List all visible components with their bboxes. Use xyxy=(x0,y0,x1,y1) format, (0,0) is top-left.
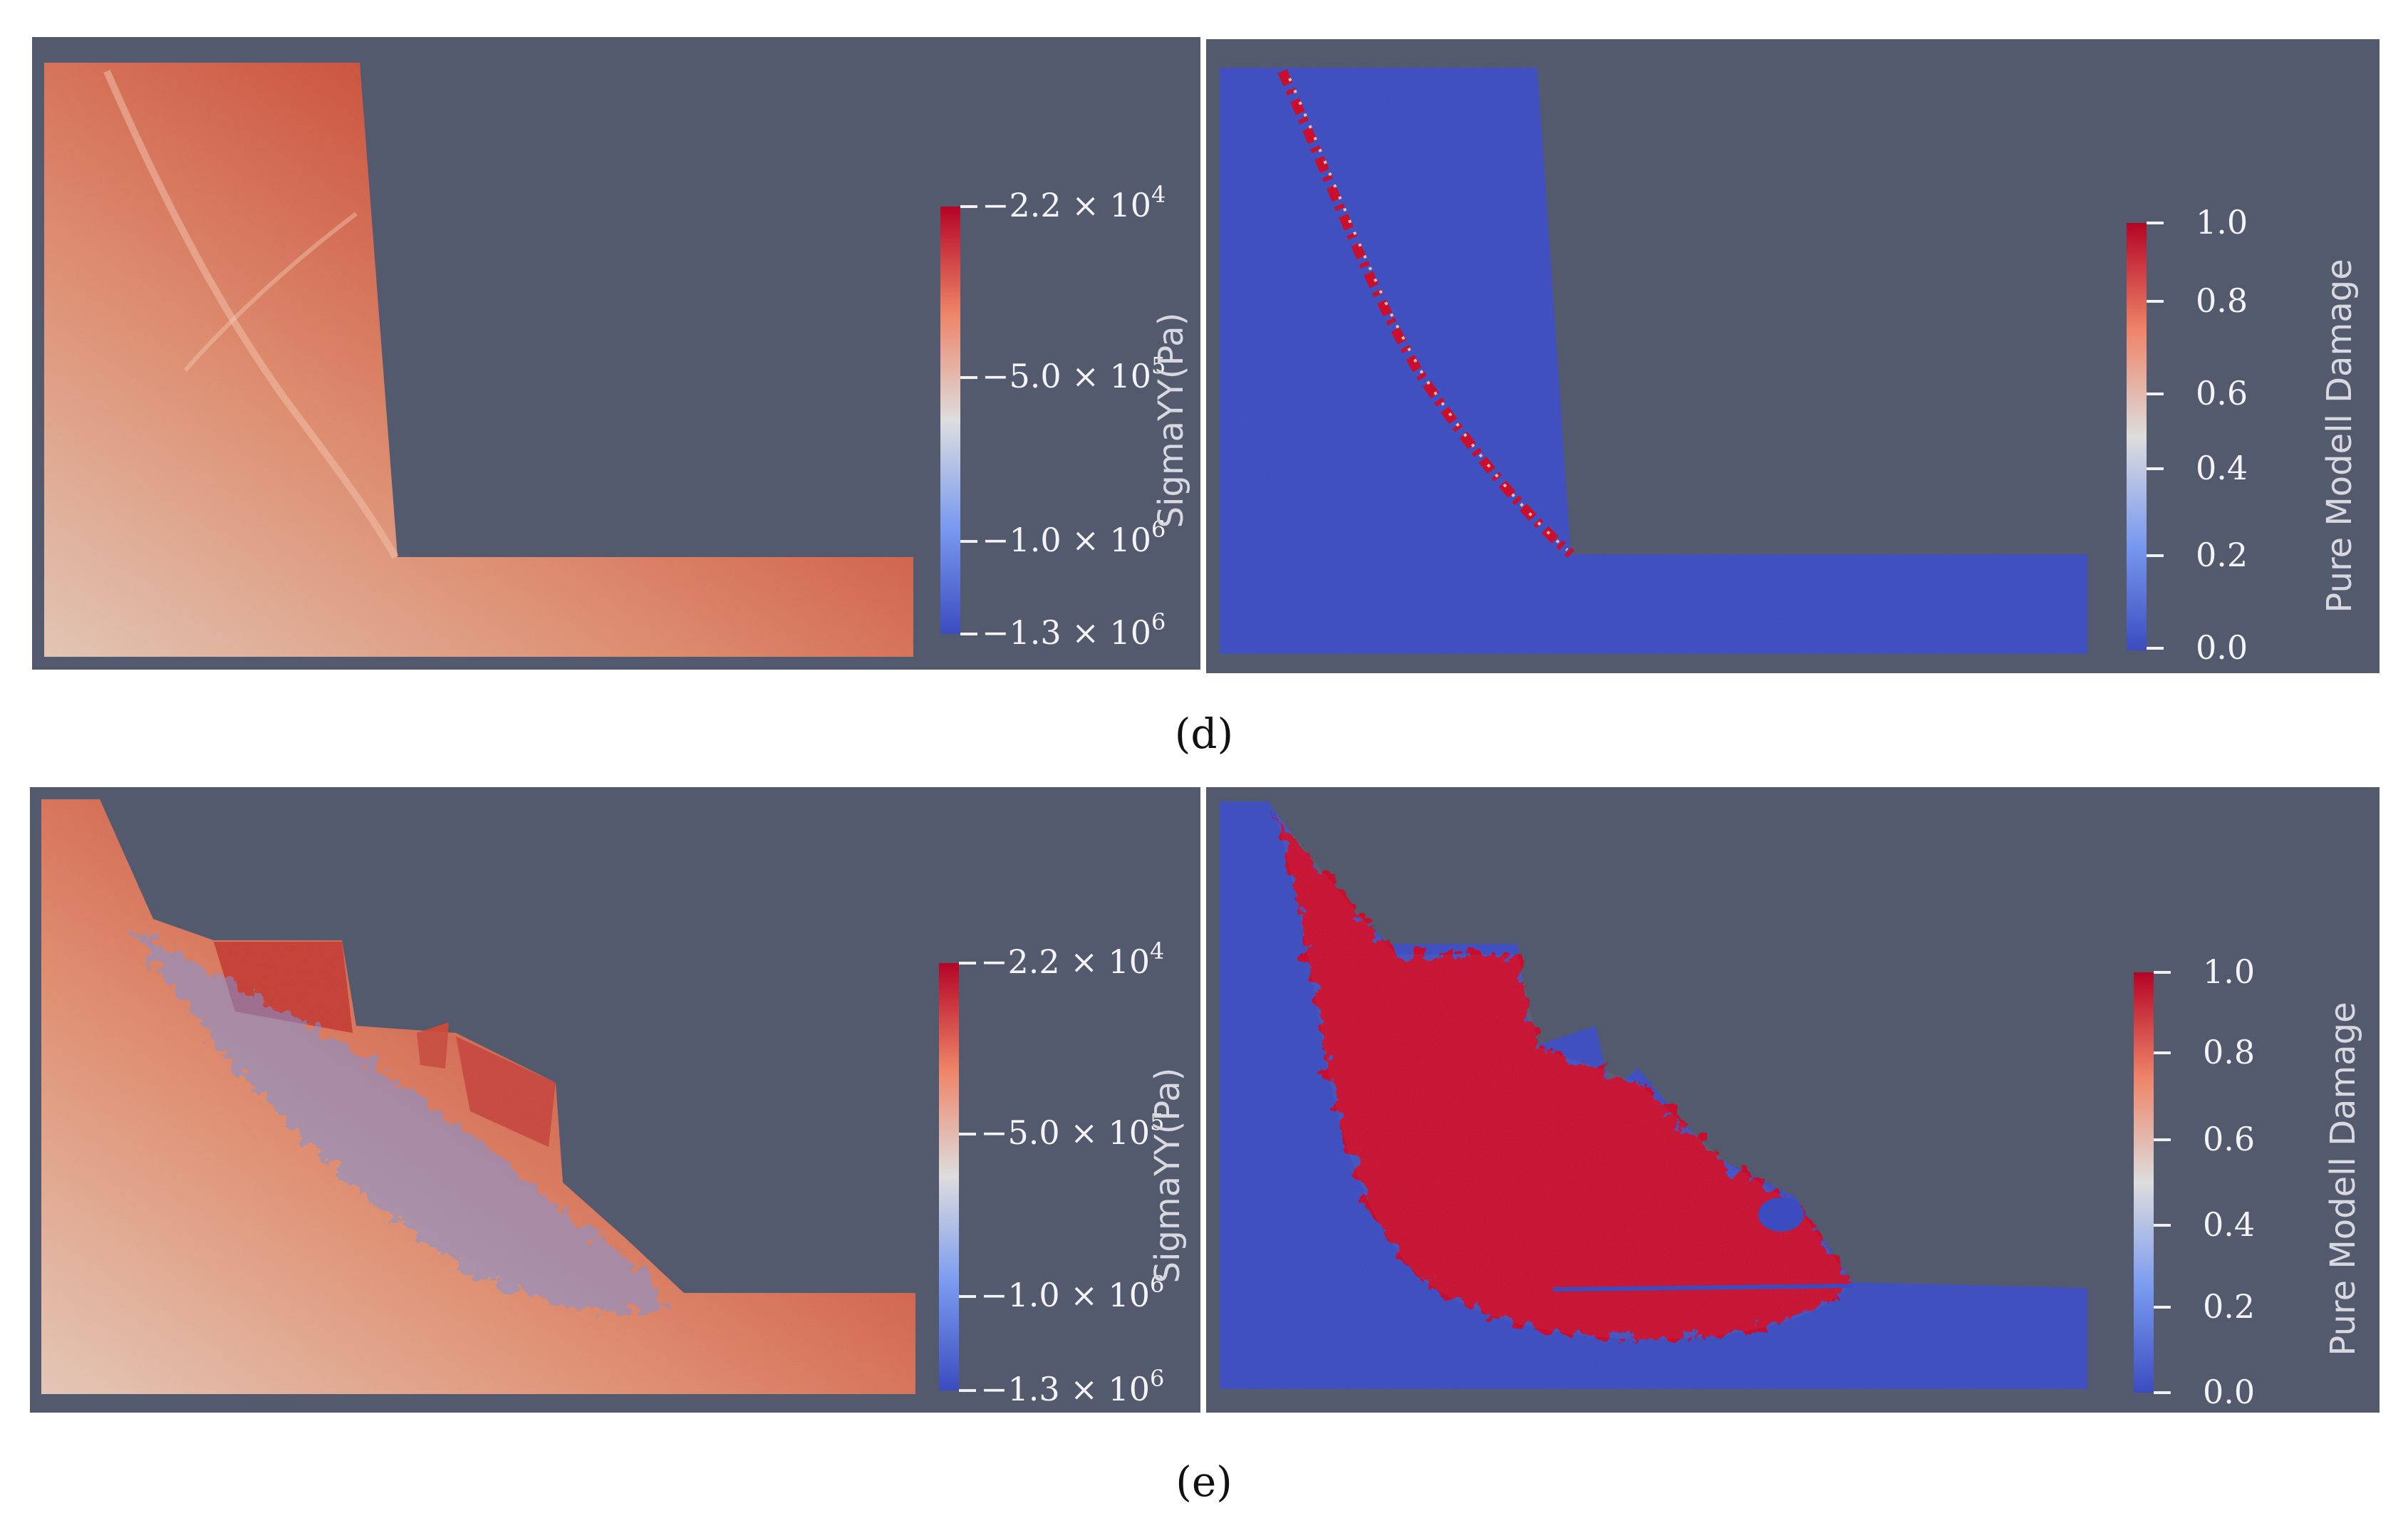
tick-label: −2.2 × 104 xyxy=(980,937,1164,981)
colorbar xyxy=(2127,223,2147,650)
colorbar xyxy=(940,207,960,634)
tick-label: −1.3 × 106 xyxy=(980,1365,1164,1408)
tick-label: 0.0 xyxy=(2196,628,2248,667)
colorbar-ticks: 1.0 0.8 0.6 0.4 0.2 0.0 xyxy=(2154,952,2255,1411)
colorbar-ticks: 1.0 0.8 0.6 0.4 0.2 0.0 xyxy=(2147,203,2248,667)
damage-view-d: 1.0 0.8 0.6 0.4 0.2 0.0 Pure Modell Dama… xyxy=(1206,39,2380,673)
colorbar-ticks: −2.2 × 104 −5.0 × 105 −1.0 × 106 −1.3 × … xyxy=(960,181,1166,652)
panel-label-d: (d) xyxy=(1175,710,1233,758)
tick-label: 1.0 xyxy=(2203,952,2255,991)
colorbar-title: Pure Modell Damage xyxy=(2323,1002,2363,1356)
tick-label: 0.8 xyxy=(2196,281,2248,320)
colorbar-title: Pure Modell Damage xyxy=(2320,259,2360,613)
damage-band xyxy=(1277,69,1574,558)
tick-label: 0.6 xyxy=(2203,1120,2255,1158)
tick-label: −1.0 × 106 xyxy=(980,1271,1164,1314)
colorbar xyxy=(2134,972,2154,1393)
tick-label: −2.2 × 104 xyxy=(982,181,1166,224)
colorbar-title: SigmaYY(Pa) xyxy=(1148,1068,1188,1284)
tick-label: 0.4 xyxy=(2196,449,2248,487)
colorbar xyxy=(939,963,959,1391)
secondary-band xyxy=(183,212,358,372)
tick-label: −5.0 × 105 xyxy=(980,1108,1164,1152)
colorbar-title: SigmaYY(Pa) xyxy=(1151,313,1191,529)
tick-label: 0.4 xyxy=(2203,1205,2255,1244)
tick-label: 0.2 xyxy=(2196,536,2248,574)
intact-pocket xyxy=(1758,1197,1804,1232)
intact-seam xyxy=(1552,1284,1853,1292)
fragmented-zone xyxy=(128,926,670,1312)
tick-label: 0.0 xyxy=(2203,1373,2255,1411)
tick-label: 1.0 xyxy=(2196,203,2248,241)
damage-band-highlight xyxy=(1288,78,1569,551)
stress-view-e: −2.2 × 104 −5.0 × 105 −1.0 × 106 −1.3 × … xyxy=(30,787,1200,1413)
damage-texture xyxy=(1275,812,1852,1339)
colorbar-ticks: −2.2 × 104 −5.0 × 105 −1.0 × 106 −1.3 × … xyxy=(959,937,1164,1408)
mesh-texture xyxy=(41,799,915,1394)
tick-label: 0.8 xyxy=(2203,1033,2255,1071)
damage-view-e: 1.0 0.8 0.6 0.4 0.2 0.0 Pure Modell Dama… xyxy=(1206,787,2380,1413)
tick-label: −5.0 × 105 xyxy=(982,352,1166,395)
panel-label-e: (e) xyxy=(1176,1457,1232,1506)
mesh-texture xyxy=(1220,68,2087,654)
tick-label: −1.3 × 106 xyxy=(982,608,1166,652)
tick-label: −1.0 × 106 xyxy=(982,516,1166,559)
mesh-texture xyxy=(44,63,913,657)
tick-label: 0.6 xyxy=(2196,374,2248,412)
tick-label: 0.2 xyxy=(2203,1287,2255,1326)
stress-view-d: −2.2 × 104 −5.0 × 105 −1.0 × 106 −1.3 × … xyxy=(32,37,1200,670)
shear-band xyxy=(103,69,399,559)
